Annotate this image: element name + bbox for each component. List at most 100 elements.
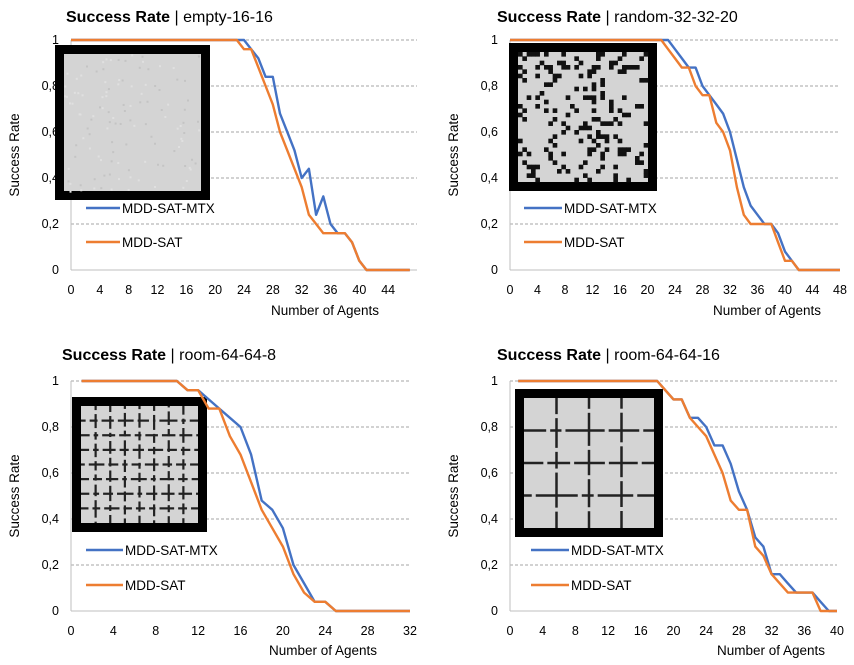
y-tick-label: 0,4 xyxy=(481,512,498,526)
map-obstacle xyxy=(539,60,545,66)
map-wall xyxy=(153,475,156,480)
map-texture xyxy=(69,190,72,193)
map-wall xyxy=(95,419,98,422)
map-texture xyxy=(158,88,161,91)
map-obstacle xyxy=(600,156,605,161)
map-obstacle xyxy=(522,78,527,83)
map-wall xyxy=(124,507,132,510)
map-obstacle xyxy=(535,95,540,100)
x-tick-label: 0 xyxy=(507,283,514,297)
map-wall xyxy=(167,429,170,436)
map-wall xyxy=(117,492,125,495)
map-wall xyxy=(524,494,532,497)
x-axis-label: Number of Agents xyxy=(713,303,821,318)
map-obstacle xyxy=(574,108,579,113)
map-obstacle xyxy=(578,73,584,79)
chart-title-main: Success Rate xyxy=(497,9,601,26)
map-wall xyxy=(183,419,186,422)
map-texture xyxy=(105,91,108,94)
map-wall xyxy=(153,446,156,450)
y-tick-label: 1 xyxy=(52,374,59,388)
map-wall xyxy=(110,448,116,451)
map-wall xyxy=(109,470,112,480)
map-texture xyxy=(164,115,167,118)
map-obstacle xyxy=(600,82,605,87)
legend-label: MDD-SAT-MTX xyxy=(122,201,215,216)
map-wall xyxy=(132,448,140,451)
map-obstacle xyxy=(639,151,644,157)
map-wall xyxy=(167,406,170,408)
map-wall xyxy=(123,508,126,515)
map-wall xyxy=(94,464,97,471)
x-tick-label: 0 xyxy=(507,624,514,638)
map-texture xyxy=(64,85,67,88)
legend-label: MDD-SAT-MTX xyxy=(564,201,657,216)
map-wall xyxy=(597,494,622,497)
map-wall xyxy=(117,419,125,422)
map-wall xyxy=(109,514,112,523)
map-texture xyxy=(183,108,186,111)
map-texture xyxy=(107,111,110,114)
map-obstacle xyxy=(522,108,527,113)
map-wall xyxy=(110,463,119,466)
map-wall xyxy=(190,463,198,466)
legend-label: MDD-SAT-MTX xyxy=(571,543,664,558)
map-obstacle xyxy=(591,69,597,74)
map-wall xyxy=(191,478,198,481)
map-wall xyxy=(119,448,125,451)
map-obstacle xyxy=(583,121,588,126)
map-texture xyxy=(179,125,182,128)
x-tick-label: 28 xyxy=(732,624,746,638)
map-obstacle xyxy=(531,173,536,178)
map-texture xyxy=(109,59,112,62)
map-wall xyxy=(161,434,169,437)
map-obstacle xyxy=(578,60,584,66)
y-tick-label: 0,8 xyxy=(481,420,498,434)
map-obstacle xyxy=(557,60,562,66)
chart-room-64-64-16: Success Rate | room-64-64-16 0 0,2 0,4 0,6 0,… xyxy=(446,347,844,658)
map-wall xyxy=(109,416,112,421)
map-texture xyxy=(162,164,165,167)
legend-label: MDD-SAT xyxy=(122,235,183,250)
map-texture xyxy=(117,58,120,61)
map-wall xyxy=(182,464,185,470)
map-obstacle xyxy=(639,56,644,61)
map-obstacle xyxy=(617,147,623,152)
map-wall xyxy=(574,461,589,465)
map-texture xyxy=(141,55,144,58)
map-wall xyxy=(81,448,90,451)
map-wall xyxy=(189,419,198,422)
map-wall xyxy=(168,463,173,466)
map-wall xyxy=(123,518,126,523)
map-wall xyxy=(587,412,591,431)
map-obstacle xyxy=(578,138,584,144)
map-wall xyxy=(119,434,125,437)
map-wall xyxy=(643,429,654,432)
map-texture xyxy=(156,163,159,166)
map-obstacle xyxy=(600,151,605,157)
map-texture xyxy=(173,150,176,153)
map-texture xyxy=(121,79,124,82)
map-wall xyxy=(620,398,623,409)
map-obstacle xyxy=(643,121,649,126)
map-wall xyxy=(150,478,155,481)
map-obstacle xyxy=(518,52,523,57)
x-tick-label: 28 xyxy=(361,624,375,638)
chart-subtitle: room-64-64-8 xyxy=(179,347,276,364)
chart-title: Success Rate | random-32-32-20 xyxy=(497,9,738,26)
map-texture xyxy=(117,83,120,86)
map-texture xyxy=(144,83,147,86)
map-obstacle xyxy=(591,82,597,87)
map-obstacle xyxy=(609,65,614,70)
map-wall xyxy=(182,449,185,456)
y-tick-label: 0,2 xyxy=(481,558,498,572)
map-wall xyxy=(167,464,170,468)
map-obstacle xyxy=(587,151,592,157)
map-texture xyxy=(118,79,121,82)
map-texture xyxy=(64,95,67,98)
y-tick-label: 0,8 xyxy=(481,79,498,93)
map-texture xyxy=(188,166,191,169)
map-obstacle xyxy=(526,52,532,57)
map-texture xyxy=(97,155,100,158)
chart-title-main: Success Rate xyxy=(66,9,170,26)
